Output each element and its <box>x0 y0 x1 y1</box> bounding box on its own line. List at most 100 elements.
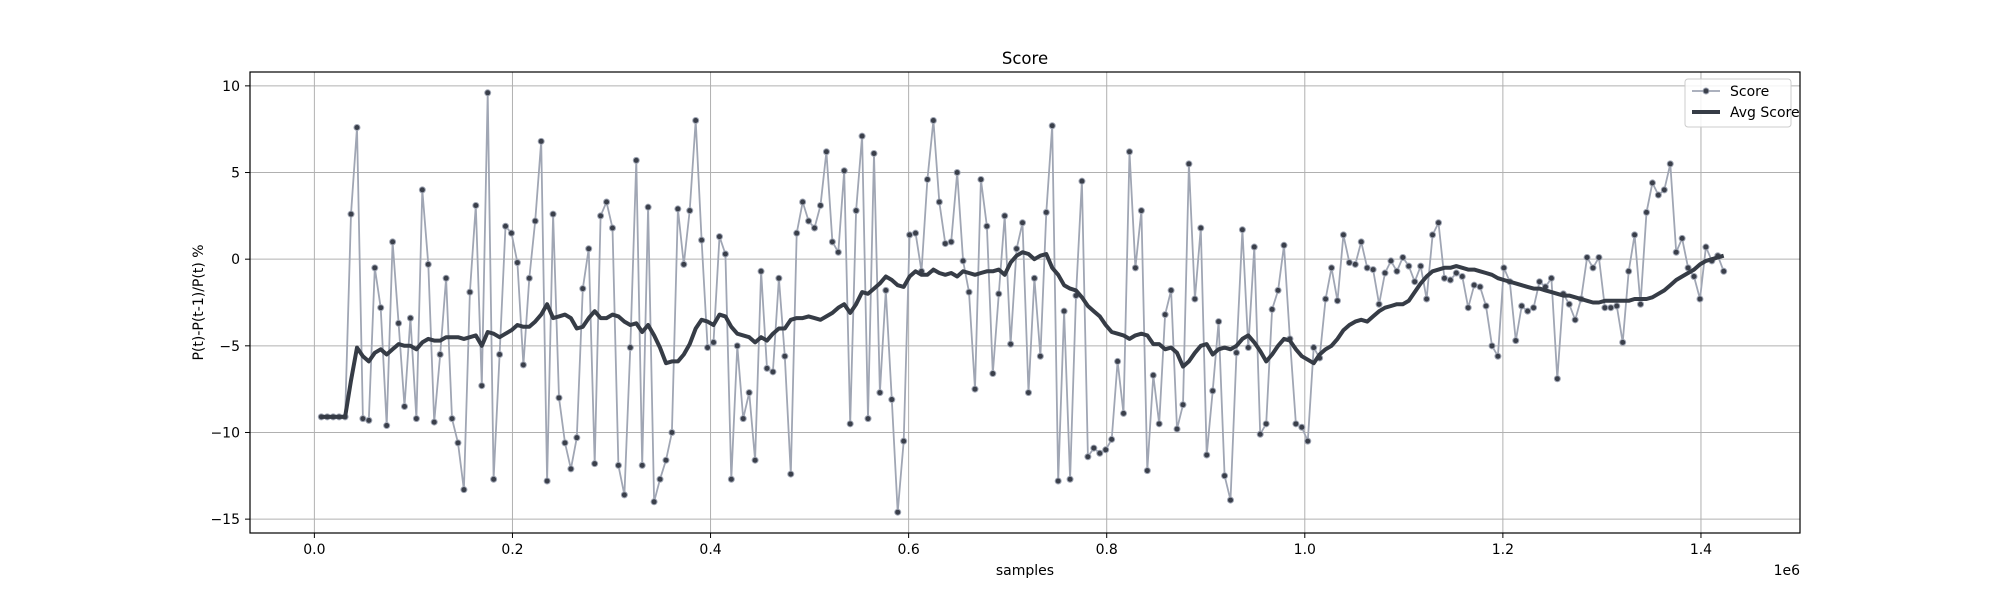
score-point <box>775 274 783 282</box>
score-point <box>662 456 670 464</box>
score-point <box>1417 262 1425 270</box>
score-point <box>1209 387 1217 395</box>
y-tick-label-3: 0 <box>231 252 240 268</box>
x-tick-label-5: 1.0 <box>1294 542 1316 558</box>
score-point <box>1429 231 1437 239</box>
score-point <box>1298 423 1306 431</box>
score-point <box>1328 264 1336 272</box>
score-point <box>840 167 848 175</box>
score-point <box>686 207 694 215</box>
score-point <box>989 370 997 378</box>
score-point <box>513 259 521 267</box>
score-point <box>1666 160 1674 168</box>
score-point <box>715 233 723 241</box>
score-point <box>1310 344 1318 352</box>
score-point <box>858 132 866 140</box>
score-point <box>1375 300 1383 308</box>
score-point <box>1227 496 1235 504</box>
score-point <box>389 238 397 246</box>
score-point <box>1001 212 1009 220</box>
score-point <box>1488 342 1496 350</box>
score-point <box>894 508 902 516</box>
score-point <box>704 344 712 352</box>
score-point <box>846 420 854 428</box>
score-point <box>1161 311 1169 319</box>
score-point <box>828 238 836 246</box>
score-point <box>1464 304 1472 312</box>
score-point <box>555 394 563 402</box>
score-point <box>959 257 967 265</box>
score-point <box>626 344 634 352</box>
score-point <box>1672 248 1680 256</box>
score-point <box>1423 295 1431 303</box>
score-point <box>353 123 361 131</box>
score-point <box>971 385 979 393</box>
score-point <box>1102 446 1110 454</box>
score-point <box>525 274 533 282</box>
score-point <box>1036 352 1044 360</box>
score-point <box>1637 300 1645 308</box>
score-point <box>698 236 706 244</box>
score-point <box>1351 260 1359 268</box>
score-point <box>1648 179 1656 187</box>
score-point <box>1042 208 1050 216</box>
score-point <box>1512 337 1520 345</box>
score-point <box>1518 302 1526 310</box>
score-point <box>1013 245 1021 253</box>
score-point <box>454 439 462 447</box>
score-point <box>900 437 908 445</box>
score-point <box>347 210 355 218</box>
score-point <box>1096 449 1104 457</box>
score-point <box>1244 344 1252 352</box>
score-point <box>1613 302 1621 310</box>
score-point <box>1274 286 1282 294</box>
score-point <box>1060 307 1068 315</box>
score-point <box>1446 276 1454 284</box>
score-point <box>1524 307 1532 315</box>
score-point <box>1393 267 1401 275</box>
score-point <box>1642 208 1650 216</box>
score-point <box>1114 357 1122 365</box>
score-point <box>1137 207 1145 215</box>
score-point <box>644 203 652 211</box>
score-point <box>781 352 789 360</box>
score-point <box>567 465 575 473</box>
score-point <box>1345 259 1353 267</box>
grid <box>250 72 1800 533</box>
score-point <box>1482 302 1490 310</box>
score-point <box>822 148 830 156</box>
score-point <box>519 361 527 369</box>
score-point <box>549 210 557 218</box>
score-point <box>941 240 949 248</box>
x-tick-label-6: 1.2 <box>1492 542 1514 558</box>
score-point <box>561 439 569 447</box>
score-point <box>953 169 961 177</box>
score-point <box>1589 264 1597 272</box>
score-point <box>929 117 937 125</box>
score-point <box>448 415 456 423</box>
score-point <box>638 461 646 469</box>
score-point <box>1619 338 1627 346</box>
y-tick-label-2: −5 <box>219 339 240 355</box>
score-point <box>1149 371 1157 379</box>
score-point <box>799 198 807 206</box>
score-point <box>1357 238 1365 246</box>
score-point <box>727 475 735 483</box>
score-point <box>870 149 878 157</box>
score-point <box>1405 262 1413 270</box>
score-point <box>923 175 931 183</box>
score-point <box>1238 226 1246 234</box>
score-point <box>977 175 985 183</box>
score-point <box>1322 295 1330 303</box>
score-point <box>507 229 515 237</box>
score-point <box>1120 409 1128 417</box>
score-point <box>484 89 492 97</box>
score-point <box>1536 278 1544 286</box>
score-point <box>1262 420 1270 428</box>
score-point <box>769 368 777 376</box>
score-point <box>490 475 498 483</box>
legend-score-label: Score <box>1730 84 1769 100</box>
y-axis-label: P(t)-P(t-1)/P(t) % <box>191 244 207 360</box>
